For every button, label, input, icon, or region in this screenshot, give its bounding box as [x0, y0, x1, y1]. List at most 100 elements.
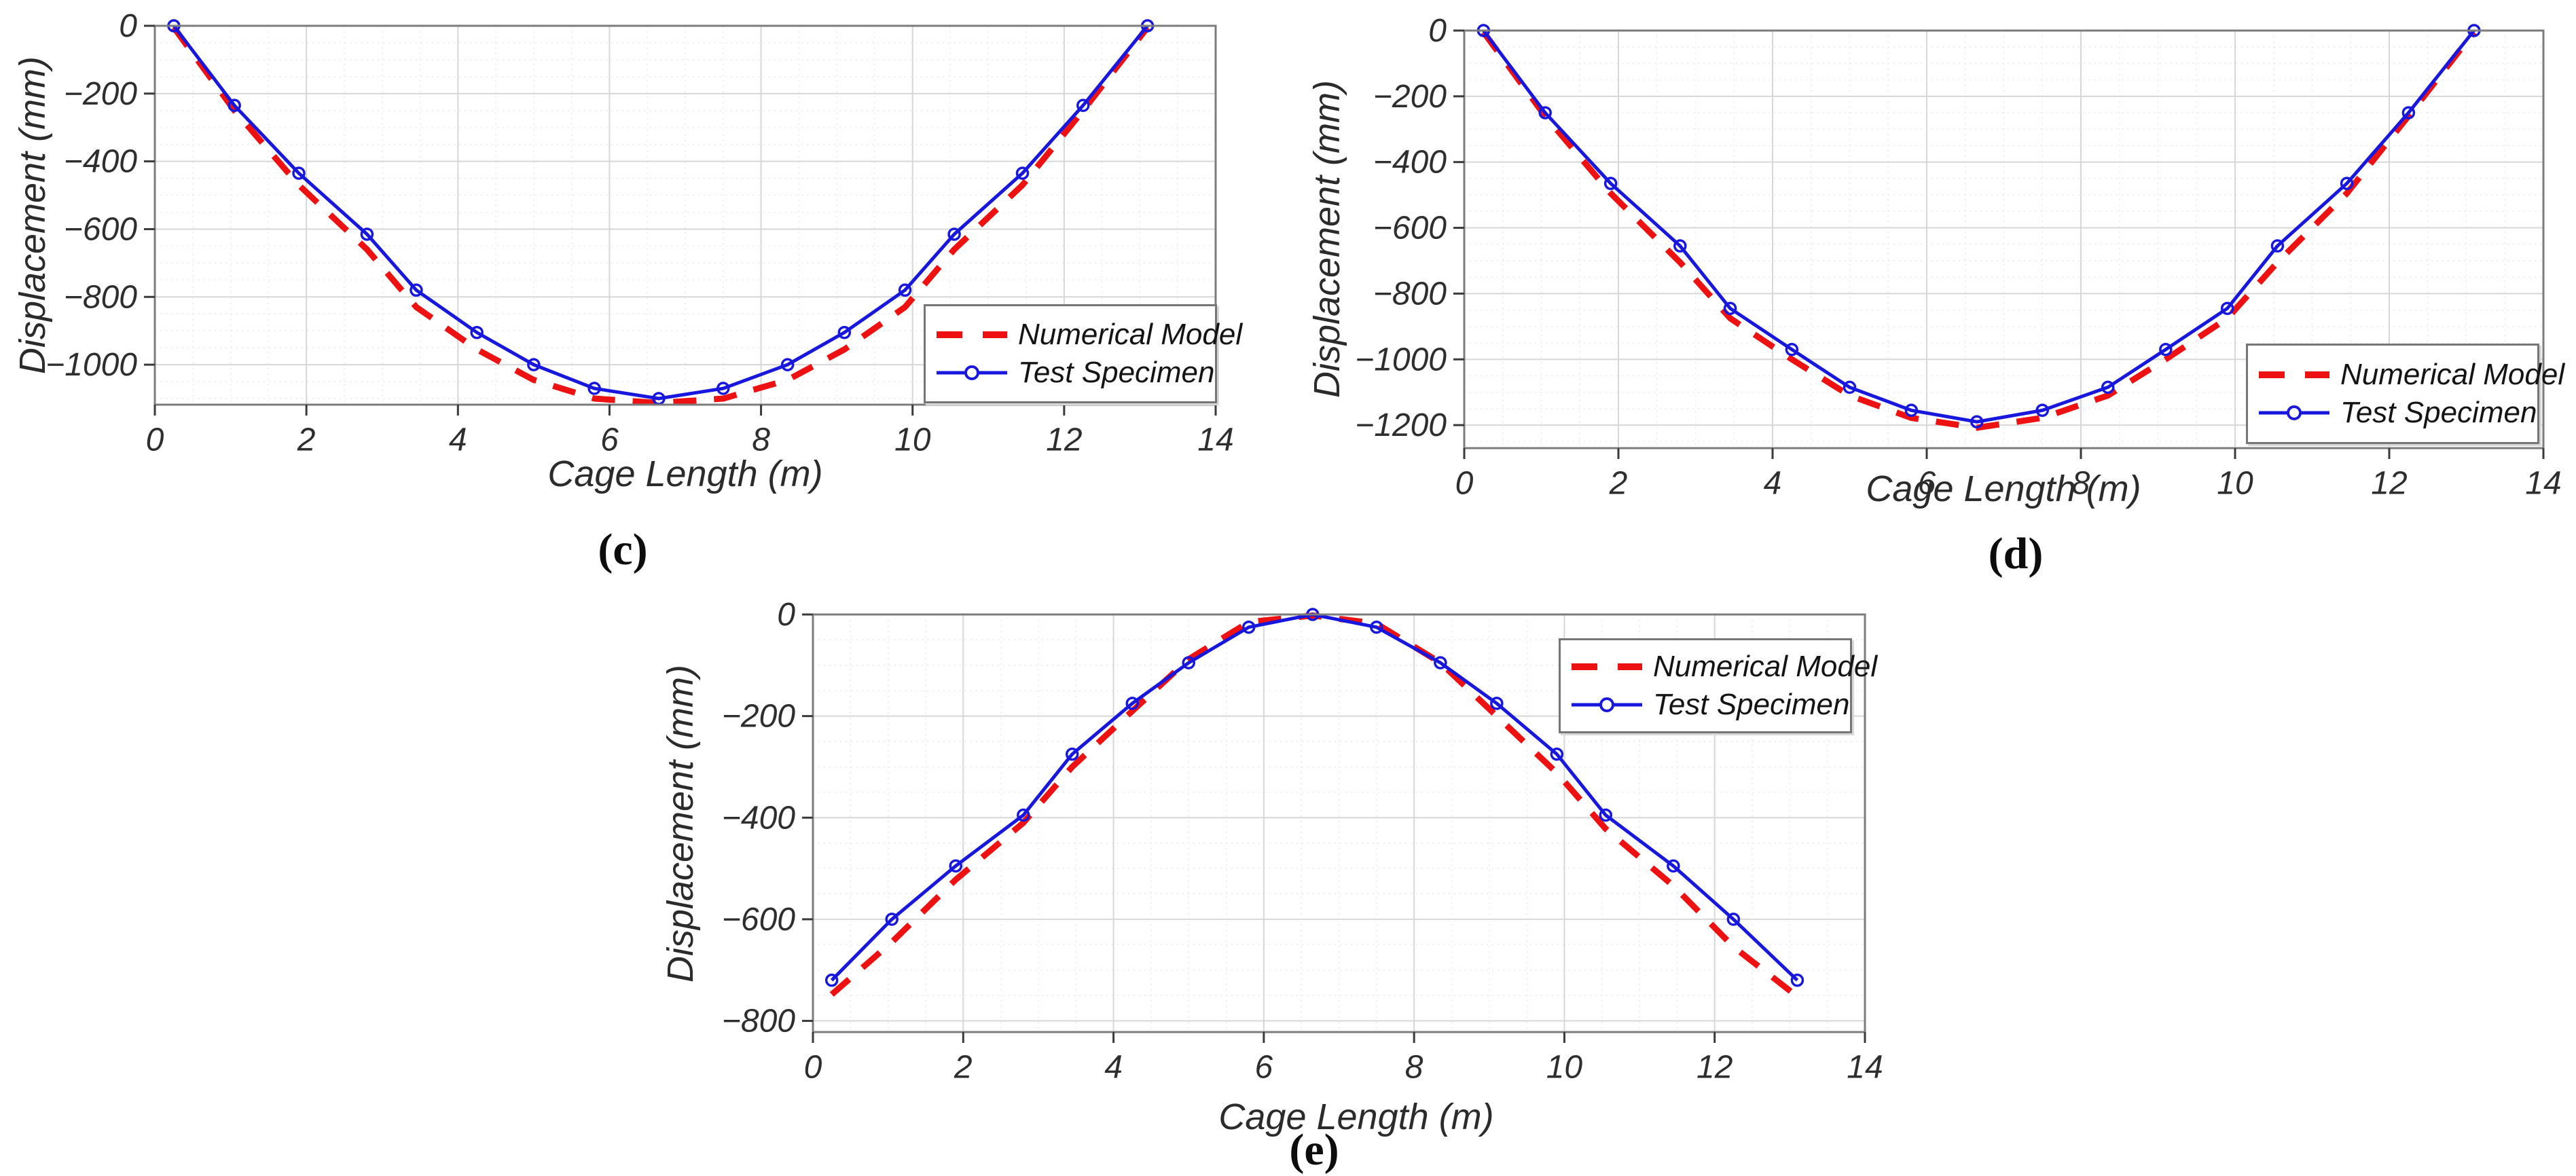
data-point-marker	[410, 283, 423, 297]
axes-box	[1463, 29, 2545, 449]
legend: Numerical Model Test Specimen	[2246, 344, 2564, 444]
data-point-marker	[2035, 403, 2049, 418]
y-tick-label: −800	[722, 1004, 795, 1040]
y-tick-label: −200	[722, 699, 795, 735]
y-tick-label: −800	[64, 279, 137, 315]
x-tick-label: 14	[1197, 422, 1233, 458]
data-point-marker	[947, 227, 961, 241]
y-tick-label: −200	[1373, 79, 1447, 115]
x-tick-label: 0	[1455, 466, 1474, 502]
x-axis: 0 2 4 6 8 10 12 14	[804, 1032, 1883, 1086]
legend: Numerical Model Test Specimen	[924, 304, 1242, 403]
data-point-marker	[824, 973, 839, 987]
data-point-marker	[527, 358, 541, 371]
x-tick-label: 12	[1697, 1050, 1733, 1086]
data-point-marker	[2340, 177, 2354, 190]
data-point-marker	[1970, 415, 1984, 429]
y-axis-label: Displacement (mm)	[12, 56, 53, 375]
data-point-marker	[1673, 239, 1687, 253]
data-point-marker	[587, 382, 601, 395]
major-grid	[155, 26, 1216, 405]
x-tick-label: 2	[954, 1050, 973, 1086]
data-point-marker	[1785, 342, 1799, 356]
legend-item-test-specimen: Test Specimen	[2256, 395, 2537, 430]
data-point-marker	[898, 283, 912, 297]
x-tick-label: 6	[1255, 1050, 1273, 1086]
data-point-marker	[1603, 177, 1618, 190]
data-point-marker	[1599, 808, 1613, 822]
data-point-marker	[1726, 913, 1741, 926]
data-point-marker	[1723, 301, 1737, 315]
data-point-marker	[1490, 697, 1504, 710]
legend-item-numerical-model: Numerical Model	[2256, 357, 2564, 392]
x-tick-label: 6	[1918, 466, 1936, 502]
legend-label: Numerical Model	[1653, 650, 1878, 683]
subplot-d: 0 2 4 6 8 10 12 14 0 −200 −400 −600 −800 −1000 −1200 D…	[1290, 0, 2576, 591]
data-point-marker	[2220, 301, 2234, 315]
y-tick-label: −600	[64, 211, 137, 247]
data-point-marker	[1434, 656, 1447, 669]
subplot-e: 0 2 4 6 8 10 12 14 0 −200 −400 −600 −800 Displacemen…	[645, 577, 1936, 1175]
data-point-marker	[228, 98, 241, 113]
x-tick-label: 4	[1104, 1050, 1123, 1086]
x-axis-label: Cage Length (m)	[1866, 468, 2141, 509]
data-point-marker	[1065, 747, 1079, 761]
x-tick-label: 8	[1405, 1050, 1423, 1086]
y-tick-label: −1000	[46, 347, 137, 383]
y-axis: 0 −200 −400 −600 −800 −1000 −1200	[1355, 13, 1464, 443]
marker-line-sample-icon	[1572, 697, 1642, 712]
y-tick-label: −400	[1373, 145, 1447, 181]
data-point-marker	[2401, 106, 2416, 120]
series-numerical-model	[171, 25, 1150, 407]
data-point-marker	[1076, 98, 1090, 113]
legend-label: Test Specimen	[2340, 396, 2537, 429]
axes-box	[153, 24, 1217, 406]
data-point-marker	[716, 382, 730, 395]
data-point-marker	[1538, 106, 1552, 120]
data-point-marker	[2101, 380, 2115, 394]
x-tick-label: 4	[449, 422, 467, 458]
y-tick-label: 0	[777, 597, 795, 633]
y-tick-label: −200	[64, 76, 137, 112]
data-point-marker	[1550, 747, 1564, 761]
subplot-caption: (d)	[1988, 529, 2044, 578]
data-point-marker	[1241, 620, 1256, 634]
x-tick-label: 14	[2525, 466, 2561, 502]
x-tick-label: 14	[1847, 1050, 1883, 1086]
y-tick-label: −1000	[1355, 342, 1447, 378]
dashed-line-sample-icon	[937, 331, 1007, 338]
subplot-caption: (e)	[1289, 1125, 1339, 1175]
x-axis: 0 2 4 6 8 10 12 14	[146, 405, 1234, 458]
x-tick-label: 12	[2371, 466, 2407, 502]
dashed-line-sample-icon	[2259, 371, 2329, 378]
dashed-line-sample-icon	[1572, 663, 1642, 670]
data-point-marker	[2270, 239, 2285, 253]
data-point-marker	[837, 325, 852, 339]
x-tick-label: 10	[894, 422, 931, 458]
x-tick-label: 10	[1546, 1050, 1583, 1086]
data-point-marker	[1182, 656, 1195, 669]
data-point-marker	[1667, 859, 1680, 873]
x-axis: 0 2 4 6 8 10 12 14	[1455, 448, 2562, 502]
data-point-marker	[1017, 808, 1030, 822]
data-point-marker	[1843, 380, 1857, 394]
data-point-marker	[292, 166, 306, 180]
x-axis-label: Cage Length (m)	[1218, 1097, 1494, 1137]
data-point-marker	[949, 859, 962, 873]
legend-label: Numerical Model	[2340, 358, 2565, 391]
marker-line-sample-icon	[937, 365, 1007, 380]
plot-area-c: 0 2 4 6 8 10 12 14 0 −200 −400 −600 −800 −1000	[46, 8, 1234, 458]
axes-box	[812, 613, 1866, 1033]
y-axis-label: Displacement (mm)	[660, 664, 701, 983]
x-tick-label: 2	[1609, 466, 1628, 502]
series-test-specimen	[1476, 24, 2481, 429]
subplot-caption: (c)	[598, 525, 648, 574]
legend-label: Numerical Model	[1018, 318, 1243, 351]
data-point-marker	[1015, 166, 1030, 180]
y-tick-label: 0	[1428, 13, 1447, 49]
legend-item-test-specimen: Test Specimen	[1569, 687, 1849, 722]
y-tick-label: −400	[64, 144, 137, 180]
legend-item-numerical-model: Numerical Model	[1569, 649, 1877, 684]
x-axis-label: Cage Length (m)	[547, 454, 823, 494]
